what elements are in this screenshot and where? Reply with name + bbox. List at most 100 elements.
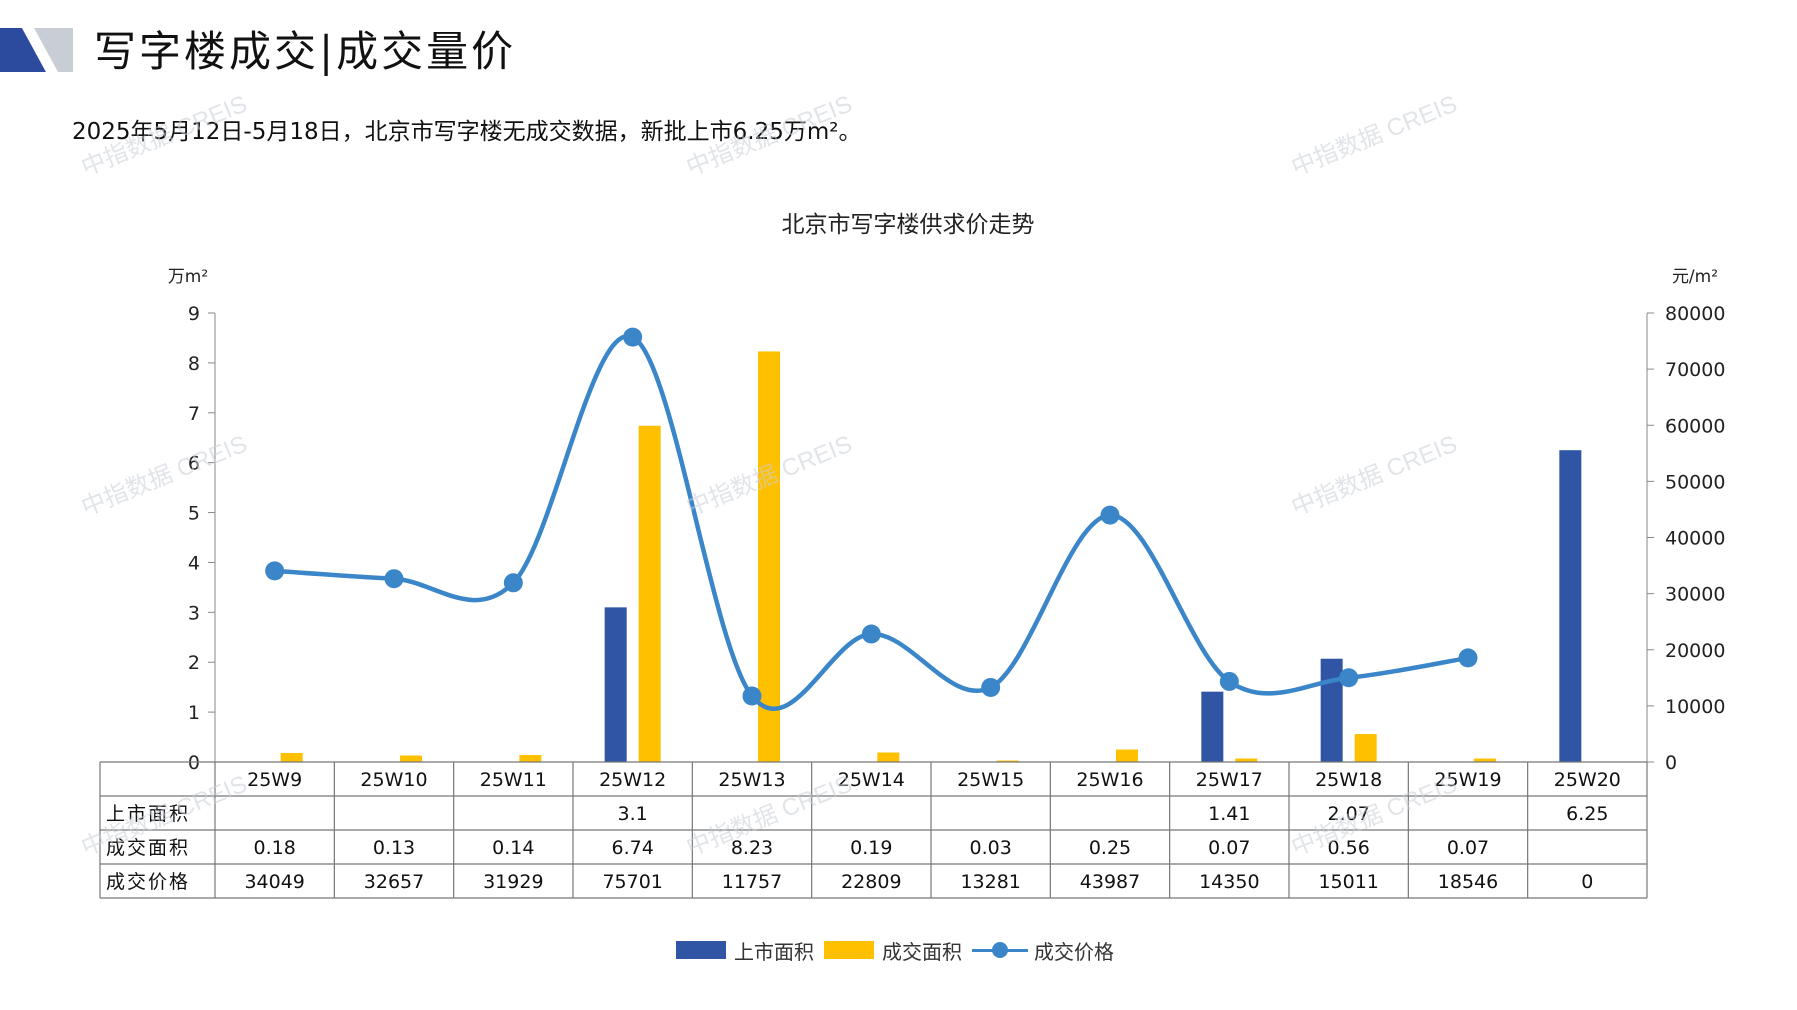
left-axis-tick-label: 2 bbox=[188, 652, 200, 674]
x-axis-category-label: 25W18 bbox=[1315, 769, 1382, 791]
bar-listed-area bbox=[1320, 658, 1343, 762]
legend-label-listed: 上市面积 bbox=[734, 939, 814, 964]
right-axis-tick-label: 80000 bbox=[1665, 303, 1725, 325]
right-axis-tick-label: 20000 bbox=[1665, 640, 1725, 662]
bar-listed-area bbox=[1559, 450, 1582, 762]
table-data-label: 11757 bbox=[722, 871, 782, 893]
right-axis-tick-label: 50000 bbox=[1665, 471, 1725, 493]
page-title: 写字楼成交|成交量价 bbox=[94, 27, 517, 76]
bar-deal-area bbox=[758, 351, 780, 762]
legend-item-listed: 上市面积 bbox=[676, 936, 814, 965]
table-data-label: 6.74 bbox=[612, 837, 654, 859]
table-data-label: 32657 bbox=[364, 871, 424, 893]
x-axis-category-label: 25W15 bbox=[957, 769, 1024, 791]
x-axis-category-label: 25W14 bbox=[838, 769, 905, 791]
x-axis-category-label: 25W13 bbox=[718, 769, 785, 791]
left-axis-tick-label: 6 bbox=[188, 453, 200, 475]
right-axis-tick-label: 30000 bbox=[1665, 584, 1725, 606]
table-data-label: 0.56 bbox=[1328, 837, 1370, 859]
x-axis-category-label: 25W12 bbox=[599, 769, 666, 791]
table-data-label: 0.18 bbox=[254, 837, 296, 859]
table-data-label: 43987 bbox=[1080, 871, 1140, 893]
left-axis-tick-label: 7 bbox=[188, 403, 200, 425]
table-data-label: 0.03 bbox=[970, 837, 1012, 859]
table-data-label: 8.23 bbox=[731, 837, 773, 859]
deal-price-point bbox=[1100, 505, 1120, 525]
table-data-label: 31929 bbox=[483, 871, 543, 893]
legend-label-deal-area: 成交面积 bbox=[882, 939, 962, 964]
bar-deal-area bbox=[638, 425, 661, 762]
left-axis-unit: 万m² bbox=[168, 267, 208, 287]
table-data-label: 2.07 bbox=[1328, 803, 1370, 825]
table-row-header: 成交价格 bbox=[106, 871, 190, 893]
x-axis-category-label: 25W11 bbox=[480, 769, 547, 791]
bar-listed-area bbox=[604, 607, 627, 762]
left-axis-tick-label: 0 bbox=[188, 752, 200, 774]
table-data-label: 14350 bbox=[1199, 871, 1259, 893]
deal-price-point bbox=[503, 573, 523, 593]
right-axis-tick-label: 0 bbox=[1665, 752, 1677, 774]
table-data-label: 0.25 bbox=[1089, 837, 1131, 859]
bar-deal-area bbox=[280, 753, 303, 762]
right-axis-unit: 元/m² bbox=[1672, 267, 1718, 287]
right-axis-tick-label: 60000 bbox=[1665, 415, 1725, 437]
x-axis-category-label: 25W17 bbox=[1196, 769, 1263, 791]
table-row-header: 成交面积 bbox=[106, 837, 190, 859]
left-axis-tick-label: 4 bbox=[188, 552, 200, 574]
table-data-label: 3.1 bbox=[618, 803, 648, 825]
brand-logo-mark bbox=[0, 28, 73, 72]
table-data-label: 75701 bbox=[602, 871, 662, 893]
legend-item-deal-price: 成交价格 bbox=[972, 936, 1114, 965]
right-axis-tick-label: 40000 bbox=[1665, 528, 1725, 550]
table-data-label: 1.41 bbox=[1208, 803, 1250, 825]
table-row-header: 上市面积 bbox=[106, 803, 190, 825]
table-data-label: 0.14 bbox=[492, 837, 534, 859]
legend-label-deal-price: 成交价格 bbox=[1034, 939, 1114, 964]
right-axis-tick-label: 10000 bbox=[1665, 696, 1725, 718]
x-axis-category-label: 25W10 bbox=[360, 769, 427, 791]
left-axis-tick-label: 3 bbox=[188, 602, 200, 624]
bar-deal-area bbox=[1116, 749, 1138, 762]
bar-deal-area bbox=[877, 752, 900, 762]
chart-title: 北京市写字楼供求价走势 bbox=[782, 212, 1035, 238]
legend-item-deal-area: 成交面积 bbox=[824, 936, 962, 965]
table-data-label: 18546 bbox=[1438, 871, 1498, 893]
x-axis-category-label: 25W20 bbox=[1554, 769, 1621, 791]
bar-deal-area bbox=[996, 760, 1019, 762]
x-axis-category-label: 25W16 bbox=[1076, 769, 1143, 791]
table-data-label: 13281 bbox=[960, 871, 1020, 893]
deal-price-line bbox=[274, 333, 1469, 711]
table-data-label: 0.07 bbox=[1208, 837, 1250, 859]
table-data-label: 0.19 bbox=[850, 837, 892, 859]
deal-price-point bbox=[265, 561, 285, 581]
table-data-label: 22809 bbox=[841, 871, 901, 893]
table-data-label: 0.13 bbox=[373, 837, 415, 859]
deal-price-point bbox=[623, 327, 643, 347]
bar-deal-area bbox=[400, 755, 422, 762]
left-axis-tick-label: 5 bbox=[188, 503, 200, 525]
deal-price-point bbox=[1219, 671, 1239, 691]
table-data-label: 34049 bbox=[244, 871, 304, 893]
bar-deal-area bbox=[519, 755, 542, 762]
deal-price-point bbox=[742, 686, 762, 706]
table-data-label: 0.07 bbox=[1447, 837, 1489, 859]
left-axis-tick-label: 9 bbox=[188, 303, 200, 325]
bar-listed-area bbox=[1201, 691, 1224, 762]
table-data-label: 0 bbox=[1581, 871, 1593, 893]
left-axis-tick-label: 1 bbox=[188, 702, 200, 724]
logo-white-cut bbox=[22, 28, 58, 72]
legend-swatch-deal-area bbox=[824, 941, 874, 959]
deal-price-point bbox=[1339, 668, 1359, 688]
bar-deal-area bbox=[1354, 734, 1377, 762]
legend-swatch-listed bbox=[676, 941, 726, 959]
bar-deal-area bbox=[1235, 758, 1258, 762]
deal-price-point bbox=[861, 624, 881, 644]
x-axis-category-label: 25W19 bbox=[1434, 769, 1501, 791]
x-axis-category-label: 25W9 bbox=[247, 769, 302, 791]
left-axis-tick-label: 8 bbox=[188, 353, 200, 375]
bar-deal-area bbox=[1474, 758, 1496, 762]
deal-price-point bbox=[384, 569, 404, 589]
deal-price-point bbox=[1458, 648, 1478, 668]
right-axis-tick-label: 70000 bbox=[1665, 359, 1725, 381]
deal-price-point bbox=[981, 677, 1001, 697]
